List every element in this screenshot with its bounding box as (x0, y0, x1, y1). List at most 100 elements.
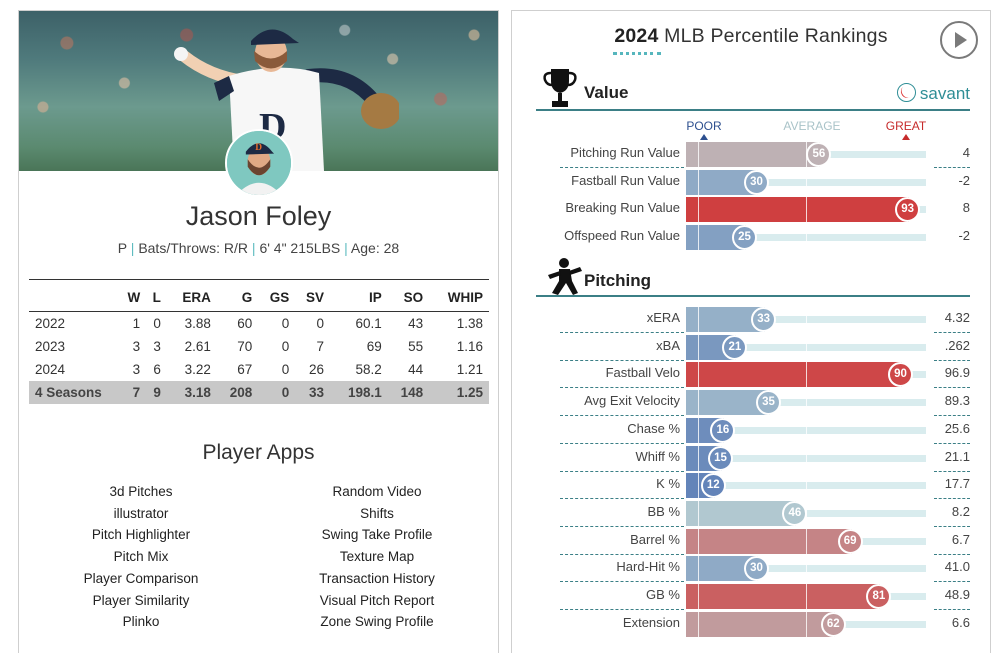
percentile-knob[interactable]: 93 (895, 197, 921, 223)
player-apps-list-left: 3d Pitches illustrator Pitch Highlighter… (41, 481, 241, 633)
stats-cell: 0 (281, 361, 290, 377)
poor-marker-line (698, 141, 699, 167)
percentile-knob[interactable]: 30 (744, 556, 769, 582)
metric-value: 4 (962, 145, 970, 160)
poor-marker-line (698, 472, 699, 499)
percentile-knob[interactable]: 33 (751, 307, 777, 332)
average-marker-line (806, 333, 807, 360)
savant-label: savant (919, 84, 970, 103)
app-link[interactable]: Visual Pitch Report (319, 592, 435, 608)
trophy-icon (543, 69, 577, 107)
app-link[interactable]: illustrator (113, 505, 169, 521)
metric-name: Fastball Run Value (571, 172, 680, 188)
metric-value: 4.32 (944, 310, 970, 325)
app-link[interactable]: Shifts (360, 505, 394, 521)
stats-cell: 0 (281, 315, 290, 331)
stats-header-row: W L ERA G GS SV IP SO WHIP (29, 279, 489, 312)
percentile-knob[interactable]: 30 (744, 169, 769, 195)
stats-cell: 1.16 (456, 338, 483, 354)
row-divider (560, 581, 684, 583)
metric-value: -2 (958, 228, 970, 244)
stats-cell: 2.61 (184, 338, 211, 354)
app-link[interactable]: Plinko (122, 614, 160, 630)
average-marker-line (806, 361, 807, 388)
row-divider (934, 553, 970, 555)
poor-marker-line (698, 224, 699, 251)
stats-row: 2024 3 6 3.22 67 0 26 58.2 44 1.21 (29, 358, 489, 381)
separator: | (130, 240, 135, 256)
percentile-knob[interactable]: 12 (700, 473, 726, 499)
row-divider (934, 167, 970, 168)
app-link[interactable]: 3d Pitches (109, 484, 173, 499)
stats-cell: 2023 (35, 338, 66, 354)
savant-logo[interactable]: savant (896, 83, 970, 104)
metric-name: Avg Exit Velocity (584, 393, 680, 409)
metric-name: Chase % (627, 420, 680, 436)
percentile-knob[interactable]: 25 (732, 225, 757, 251)
row-divider (560, 332, 684, 333)
separator: | (251, 240, 256, 256)
stats-cell: 26 (309, 361, 325, 377)
metric-row: Fastball Velo 90 96.9 (512, 361, 992, 389)
metric-row: Avg Exit Velocity 35 89.3 (512, 389, 992, 417)
player-headshot-avatar: D (225, 129, 293, 197)
app-link[interactable]: Pitch Mix (113, 549, 169, 565)
metric-name: xBA (656, 337, 680, 353)
play-button[interactable] (940, 21, 978, 59)
player-size: 6' 4" 215LBS (259, 240, 341, 256)
percentile-bar (686, 142, 821, 167)
app-link[interactable]: Player Similarity (92, 592, 190, 608)
metric-row: Extension 62 6.6 (512, 610, 992, 637)
stats-cell: 3.22 (184, 361, 211, 377)
app-link[interactable]: Player Comparison (83, 570, 199, 586)
stats-header-era: ERA (166, 279, 217, 312)
player-age: Age: 28 (350, 240, 400, 256)
row-divider (560, 387, 684, 389)
stats-cell: 60 (237, 315, 253, 331)
row-divider (560, 553, 684, 555)
stats-cell: 3.18 (166, 380, 217, 404)
stats-header-w: W (119, 279, 147, 312)
app-link[interactable]: Transaction History (319, 570, 435, 586)
stats-header-g: G (216, 279, 259, 312)
percentile-knob[interactable]: 15 (708, 445, 733, 471)
metric-name: K % (656, 476, 680, 492)
percentile-knob[interactable]: 21 (722, 334, 748, 360)
percentile-knob[interactable]: 16 (710, 417, 736, 443)
app-link[interactable]: Texture Map (339, 549, 415, 565)
stats-cell: 2024 (35, 361, 66, 377)
player-apps-list-right: Random Video Shifts Swing Take Profile T… (277, 481, 477, 633)
percentile-knob[interactable]: 35 (756, 390, 781, 416)
stats-cell: 58.2 (355, 361, 382, 377)
average-marker-line (806, 583, 807, 609)
app-link[interactable]: Zone Swing Profile (320, 614, 434, 630)
app-link[interactable]: Swing Take Profile (321, 527, 433, 543)
percentile-knob[interactable]: 56 (806, 142, 832, 167)
row-divider (934, 387, 970, 389)
percentile-knob[interactable]: 90 (888, 362, 913, 388)
stats-cell: 0 (258, 380, 296, 404)
stats-cell: 6 (153, 361, 161, 377)
scale-poor: POOR (682, 119, 726, 140)
row-divider (560, 470, 684, 472)
metric-value: 89.3 (944, 393, 970, 409)
baseball-icon (896, 83, 916, 102)
percentile-bar (686, 584, 881, 609)
percentile-knob[interactable]: 46 (782, 500, 808, 526)
scale-average-label: AVERAGE (783, 119, 841, 133)
average-marker-line (806, 444, 807, 471)
app-link[interactable]: Random Video (332, 484, 422, 499)
scale-average: AVERAGE (780, 119, 844, 133)
percentile-knob[interactable]: 69 (837, 528, 863, 554)
stats-cell: 3 (153, 338, 161, 354)
metric-row: Pitching Run Value 56 4 (512, 141, 992, 168)
percentile-knob[interactable]: 62 (820, 611, 846, 637)
app-link[interactable]: Pitch Highlighter (91, 527, 191, 543)
row-divider (934, 332, 970, 333)
percentile-knob[interactable]: 81 (866, 584, 892, 609)
poor-marker-line (698, 196, 699, 223)
metric-value: 25.6 (944, 420, 970, 436)
stats-cell: 3 (132, 338, 141, 354)
metric-row: Hard-Hit % 30 41.0 (512, 555, 992, 583)
row-divider (934, 442, 970, 444)
